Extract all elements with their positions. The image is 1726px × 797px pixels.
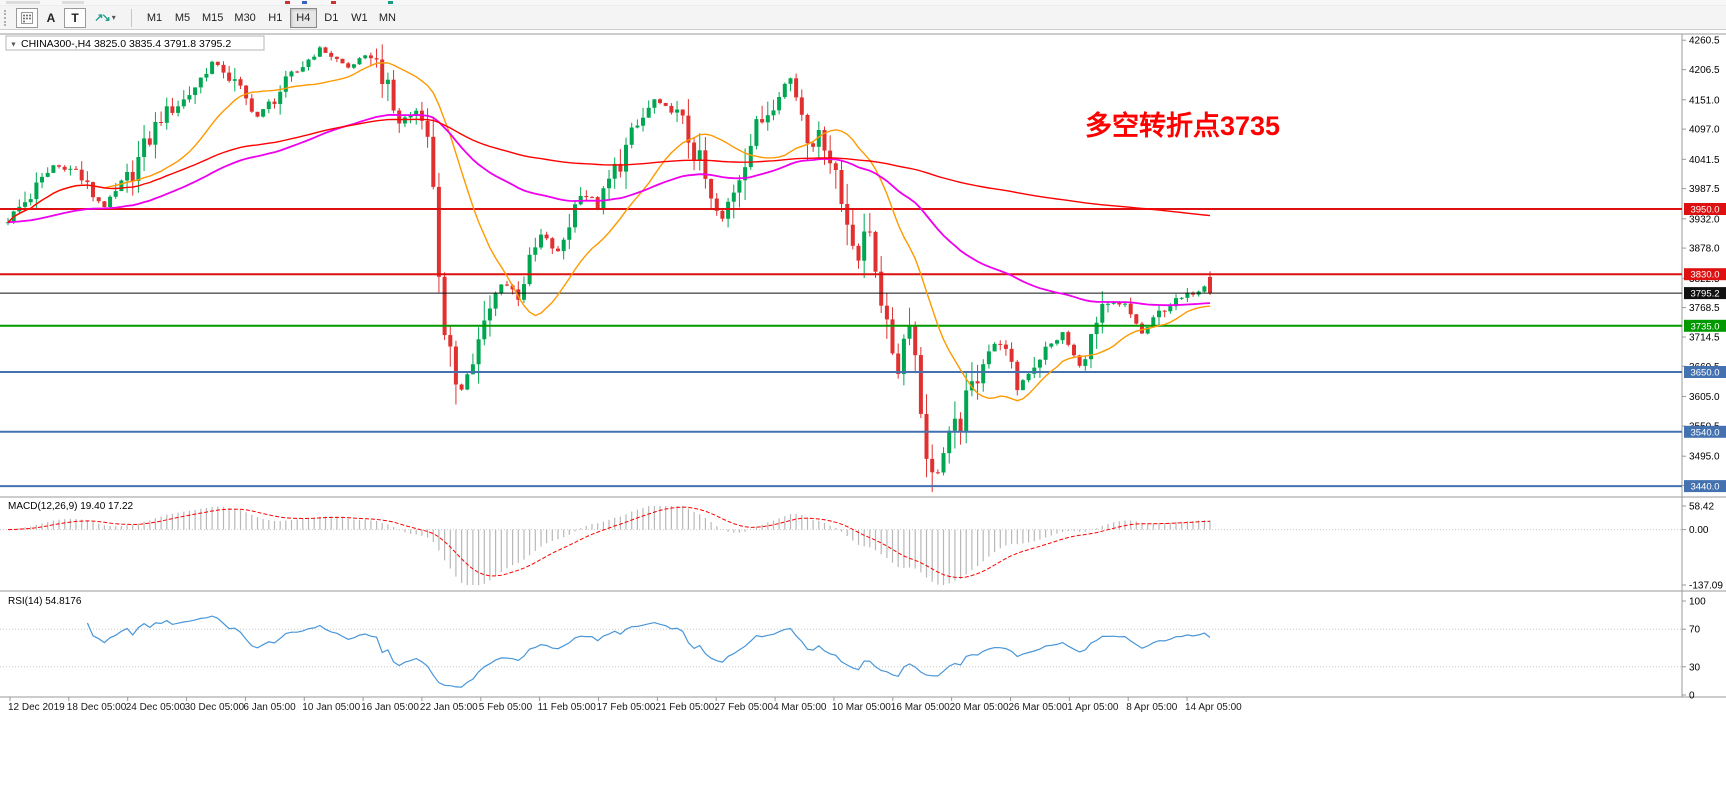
rsi-line bbox=[86, 615, 1211, 688]
time-label: 6 Jan 05:00 bbox=[243, 702, 296, 713]
clipped-menu-fragment bbox=[6, 1, 40, 4]
rsi-scale-label: 70 bbox=[1689, 625, 1701, 636]
timeframe-mn-button[interactable]: MN bbox=[374, 8, 401, 28]
time-label: 20 Mar 05:00 bbox=[950, 702, 1009, 713]
clipped-menu-fragment bbox=[62, 1, 84, 4]
price-badge-label: 3440.0 bbox=[1690, 482, 1719, 493]
price-badge-label: 3950.0 bbox=[1690, 205, 1719, 216]
svg-text:3605.0: 3605.0 bbox=[1689, 392, 1720, 403]
clipped-icon-fragment bbox=[285, 1, 290, 4]
toolbar-grip[interactable] bbox=[4, 9, 9, 26]
svg-text:3932.0: 3932.0 bbox=[1689, 214, 1720, 225]
clipped-icon-fragment bbox=[388, 1, 393, 4]
price-badge-label: 3735.0 bbox=[1690, 321, 1719, 332]
objects-list-button[interactable] bbox=[16, 7, 38, 28]
text-label-tool-button[interactable]: A bbox=[40, 8, 62, 28]
macd-histogram bbox=[13, 506, 1211, 585]
clipped-icon-fragment bbox=[331, 1, 336, 4]
svg-text:4041.5: 4041.5 bbox=[1689, 155, 1720, 166]
time-label: 14 Apr 05:00 bbox=[1185, 702, 1242, 713]
dropdown-triangle-icon[interactable]: ▼ bbox=[10, 42, 17, 49]
timeframe-d1-button[interactable]: D1 bbox=[318, 8, 345, 28]
candlestick-series bbox=[6, 44, 1212, 493]
time-label: 11 Feb 05:00 bbox=[538, 702, 597, 713]
time-label: 5 Feb 05:00 bbox=[479, 702, 533, 713]
time-label: 18 Dec 05:00 bbox=[67, 702, 127, 713]
time-label: 10 Mar 05:00 bbox=[832, 702, 891, 713]
rsi-scale-label: 30 bbox=[1689, 662, 1701, 673]
macd-scale-label: 58.42 bbox=[1689, 502, 1714, 513]
macd-scale-label: 0.00 bbox=[1689, 525, 1709, 536]
time-label: 8 Apr 05:00 bbox=[1126, 702, 1178, 713]
time-label: 30 Dec 05:00 bbox=[185, 702, 245, 713]
svg-text:3495.0: 3495.0 bbox=[1689, 452, 1720, 463]
arrow-objects-button[interactable]: ↗↘ ▾ bbox=[88, 8, 122, 28]
time-label: 27 Feb 05:00 bbox=[714, 702, 773, 713]
macd-signal-line bbox=[7, 506, 1211, 579]
chart-title-box: ▼ CHINA300-,H4 3825.0 3835.4 3791.8 3795.… bbox=[5, 35, 265, 51]
svg-text:3714.5: 3714.5 bbox=[1689, 333, 1720, 344]
timeframe-m1-button[interactable]: M1 bbox=[141, 8, 168, 28]
timeframe-m15-button[interactable]: M15 bbox=[197, 8, 228, 28]
ma-medium-magenta-line bbox=[7, 113, 1211, 307]
ma-fast-orange-line bbox=[7, 62, 1211, 402]
price-badge-label: 3795.2 bbox=[1690, 289, 1719, 300]
svg-text:3878.0: 3878.0 bbox=[1689, 244, 1720, 255]
time-label: 24 Dec 05:00 bbox=[126, 702, 186, 713]
annotation-text[interactable]: 多空转折点3735 bbox=[1085, 110, 1280, 141]
time-label: 10 Jan 05:00 bbox=[302, 702, 360, 713]
price-badge-3950.0 bbox=[1684, 203, 1726, 215]
price-badge-3795.2 bbox=[1684, 287, 1726, 300]
timeframe-toolbar: M1 M5 M15 M30 H1 H4 D1 W1 MN bbox=[141, 7, 401, 28]
price-badge-3830.0 bbox=[1684, 268, 1726, 281]
time-label: 12 Dec 2019 bbox=[8, 702, 65, 713]
clipped-top-toolbar bbox=[0, 0, 1726, 6]
ma-slow-red-line bbox=[7, 118, 1211, 223]
time-label: 21 Feb 05:00 bbox=[655, 702, 714, 713]
price-badge-label: 3830.0 bbox=[1690, 270, 1719, 281]
arrows-icon: ↗↘ bbox=[94, 12, 111, 24]
time-label: 22 Jan 05:00 bbox=[420, 702, 478, 713]
price-scale[interactable]: 4260.5 4206.5 4151.0 4097.0 4041.5 3987.5 3932… bbox=[1682, 36, 1726, 493]
timeframe-h1-button[interactable]: H1 bbox=[262, 8, 289, 28]
rsi-scale-label: 100 bbox=[1689, 597, 1706, 608]
chart-background[interactable] bbox=[0, 30, 1726, 792]
text-tool-button[interactable]: T bbox=[64, 7, 86, 28]
timeframe-w1-button[interactable]: W1 bbox=[346, 8, 373, 28]
macd-scale-label: -137.09 bbox=[1689, 581, 1723, 592]
time-label: 17 Feb 05:00 bbox=[597, 702, 656, 713]
toolbar-separator bbox=[131, 8, 132, 27]
rsi-scale-label: 0 bbox=[1689, 691, 1695, 702]
svg-text:3987.5: 3987.5 bbox=[1689, 184, 1720, 195]
svg-text:4151.0: 4151.0 bbox=[1689, 95, 1720, 106]
time-label: 16 Mar 05:00 bbox=[891, 702, 950, 713]
rsi-label: RSI(14) 54.8176 bbox=[8, 596, 82, 607]
timeframe-m5-button[interactable]: M5 bbox=[169, 8, 196, 28]
caret-down-icon: ▾ bbox=[111, 13, 116, 22]
grid-dots-icon bbox=[21, 11, 33, 24]
price-badge-3540.0 bbox=[1684, 425, 1726, 438]
clipped-icon-fragment bbox=[302, 1, 307, 4]
price-badge-label: 3540.0 bbox=[1690, 427, 1719, 438]
timeframe-m30-button[interactable]: M30 bbox=[229, 8, 260, 28]
svg-text:4097.0: 4097.0 bbox=[1689, 125, 1720, 136]
macd-label: MACD(12,26,9) 19.40 17.22 bbox=[8, 501, 134, 512]
time-label: 4 Mar 05:00 bbox=[773, 702, 827, 713]
time-label: 26 Mar 05:00 bbox=[1009, 702, 1068, 713]
svg-text:4206.5: 4206.5 bbox=[1689, 65, 1720, 76]
time-label: 1 Apr 05:00 bbox=[1067, 702, 1119, 713]
price-badge-3440.0 bbox=[1684, 480, 1726, 493]
svg-text:3768.5: 3768.5 bbox=[1689, 303, 1720, 314]
timeframe-h4-button[interactable]: H4 bbox=[289, 7, 317, 28]
charts-toolbar: A T ↗↘ ▾ M1 M5 M15 M30 H1 H4 D1 W1 MN bbox=[0, 6, 1726, 30]
price-badge-label: 3650.0 bbox=[1690, 368, 1719, 379]
price-chart-svg[interactable]: 4260.5 4206.5 4151.0 4097.0 4041.5 3987.5 3932… bbox=[0, 30, 1726, 792]
svg-text:4260.5: 4260.5 bbox=[1689, 36, 1720, 47]
time-scale[interactable]: 12 Dec 2019 18 Dec 05:00 24 Dec 05:00 30 De… bbox=[8, 697, 1242, 713]
price-badge-3650.0 bbox=[1684, 366, 1726, 378]
chart-area[interactable]: 4260.5 4206.5 4151.0 4097.0 4041.5 3987.5 3932… bbox=[0, 30, 1726, 792]
price-badge-3735.0 bbox=[1684, 319, 1726, 332]
chart-title: CHINA300-,H4 3825.0 3835.4 3791.8 3795.2 bbox=[21, 38, 231, 50]
time-label: 16 Jan 05:00 bbox=[361, 702, 419, 713]
